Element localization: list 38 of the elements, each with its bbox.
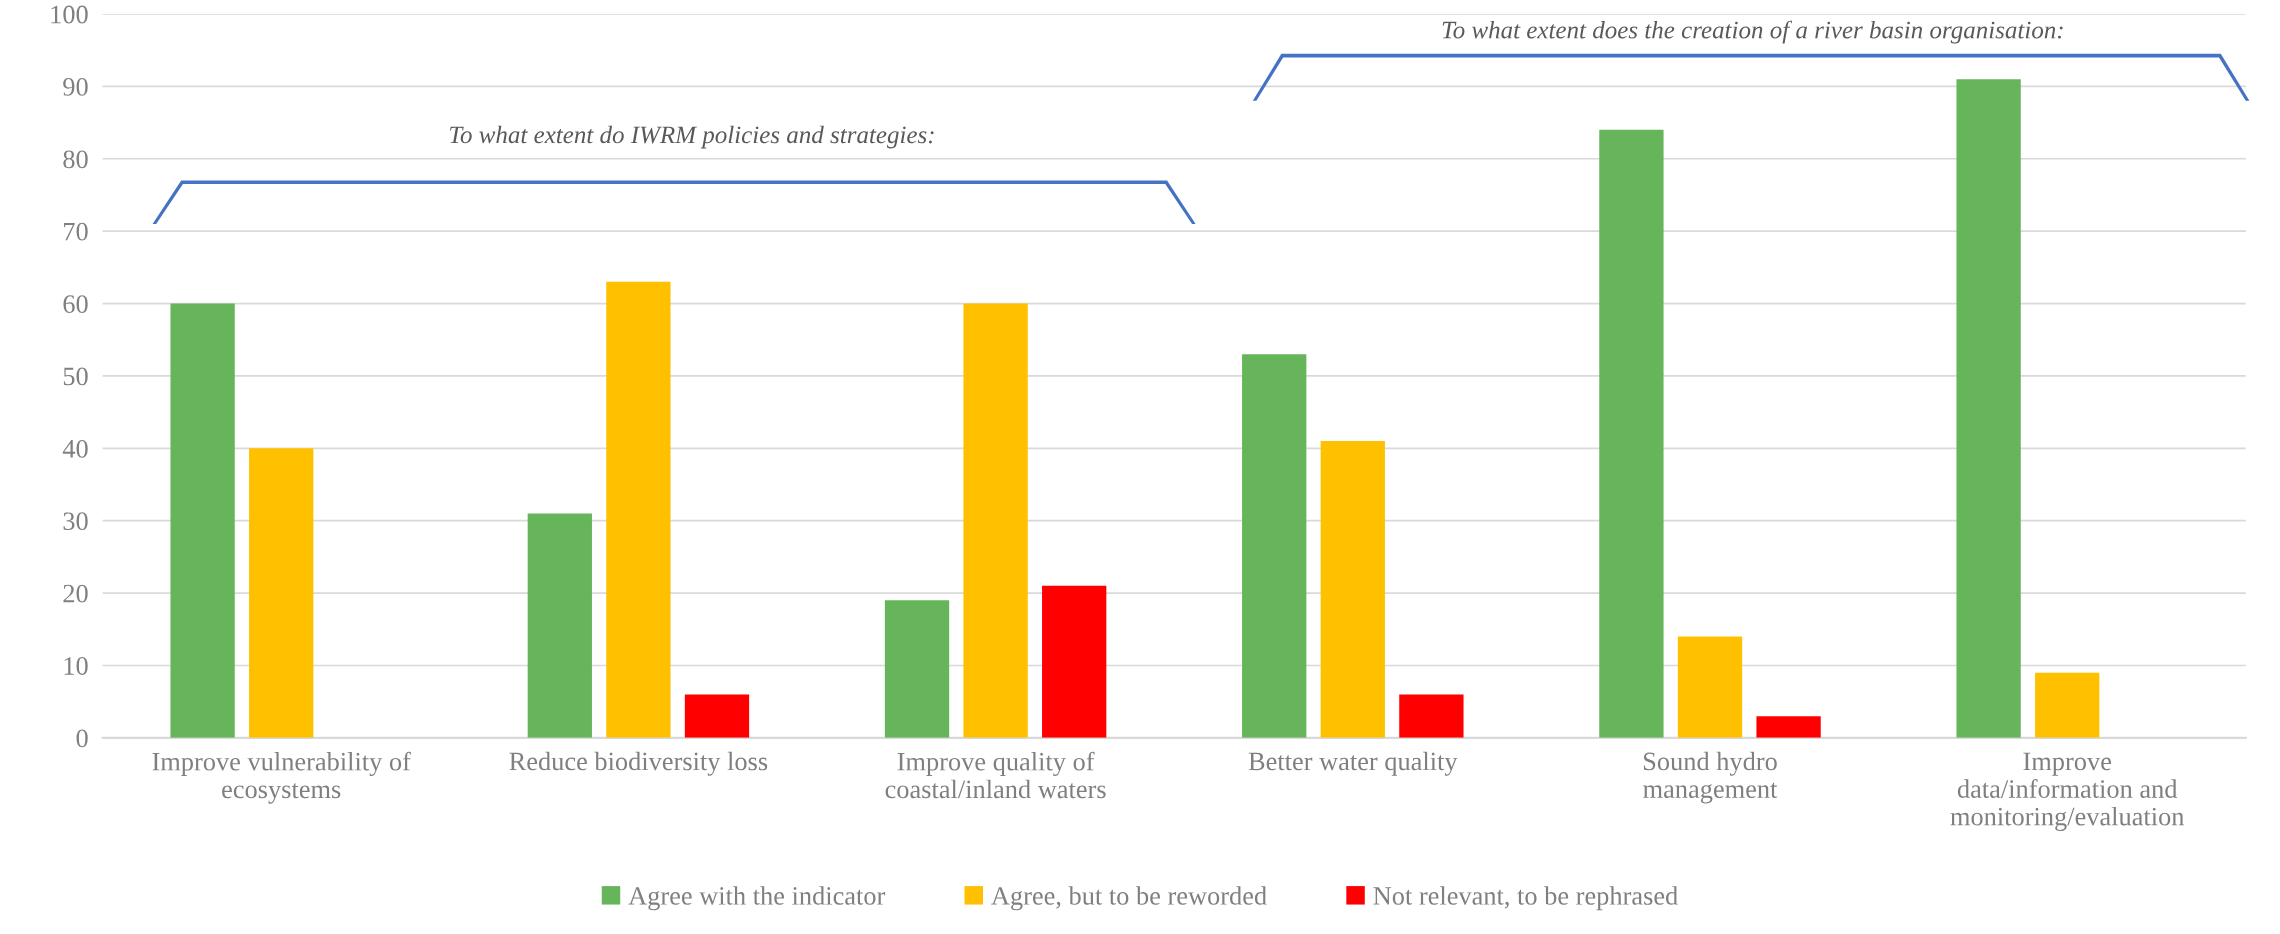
annotation: To what extent do IWRM policies and strategies: xyxy=(450,125,934,149)
x-tick-label: Reduce biodiversity loss xyxy=(509,751,768,776)
legend-label: Not relevant, to be rephrased xyxy=(1373,886,1678,911)
bar xyxy=(170,303,235,738)
annotation: To what extent does the creation of a river basin organisation: xyxy=(1442,20,2063,44)
y-tick-label: 90 xyxy=(63,78,88,96)
x-tick-label: Sound hydro management xyxy=(1643,751,1778,804)
bar xyxy=(1677,636,1743,738)
x-tick-label: Better water quality xyxy=(1248,751,1458,776)
y-tick-label: 60 xyxy=(63,295,88,313)
y-tick-label: 100 xyxy=(51,5,88,24)
y-tick-label: 70 xyxy=(64,222,88,241)
bar xyxy=(527,513,592,738)
bar xyxy=(1956,79,2021,738)
bar xyxy=(1756,716,1821,738)
bar xyxy=(684,694,750,738)
legend-label: Agree with the indicator xyxy=(628,886,886,911)
bar xyxy=(1599,129,1664,738)
x-tick-label: Improve data/information and monitoring/evaluation xyxy=(1950,752,2185,831)
y-tick-label: 30 xyxy=(63,512,88,531)
bar xyxy=(884,600,950,738)
y-tick-label: 80 xyxy=(63,150,88,169)
bar xyxy=(249,448,314,738)
bar xyxy=(963,303,1028,738)
legend-label: Agree, but to be reworded xyxy=(991,886,1267,911)
bar xyxy=(1242,354,1307,738)
bar xyxy=(1042,585,1107,738)
y-tick-label: 0 xyxy=(76,729,88,748)
bar xyxy=(1320,441,1385,738)
bar xyxy=(606,281,671,738)
bar xyxy=(2035,672,2100,738)
y-tick-label: 20 xyxy=(63,584,88,603)
y-tick-label: 10 xyxy=(64,657,88,675)
x-tick-label: Improve vulnerability of ecosystems xyxy=(152,751,411,804)
y-tick-label: 40 xyxy=(62,439,88,458)
y-tick-label: 50 xyxy=(63,367,88,386)
bar xyxy=(1399,694,1464,738)
x-tick-label: Improve quality of coastal/inland waters xyxy=(885,751,1106,799)
